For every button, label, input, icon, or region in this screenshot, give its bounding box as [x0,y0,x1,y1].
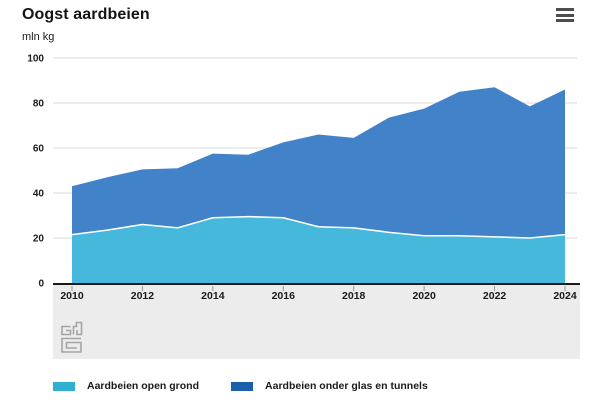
cbs-logo-icon [61,321,83,353]
area-open-grond [72,216,565,283]
y-axis-unit-label: mln kg [22,31,55,43]
y-axis-tick-label: 100 [27,54,44,65]
stacked-area-chart: 0 20 40 60 80 100 2010 2012 2014 2016 2018 2020 2022… [27,54,580,359]
x-axis-tick-label: 2024 [553,290,577,302]
series-separator-line [71,215,566,239]
x-axis-tick-label: 2016 [272,290,296,302]
y-axis-tick-label: 40 [33,189,45,200]
legend-item-open-grond[interactable]: Aardbeien open grond [53,380,199,392]
y-axis-tick-label: 60 [33,144,45,155]
legend-swatch-icon [53,381,75,391]
y-axis-tick-label: 80 [33,99,45,110]
x-axis-band [53,285,580,359]
y-axis-tick-label: 0 [38,279,44,290]
legend-label: Aardbeien onder glas en tunnels [265,380,428,392]
legend-swatch-icon [231,381,254,391]
x-axis-tick-label: 2020 [412,290,436,302]
chart-legend: Aardbeien open grond Aardbeien onder glas… [53,380,460,392]
legend-item-onder-glas[interactable]: Aardbeien onder glas en tunnels [231,380,428,392]
x-axis-tick-label: 2018 [342,290,366,302]
chart-menu-button[interactable] [556,8,576,24]
x-axis-tick-label: 2012 [131,290,155,302]
x-axis-tick-label: 2014 [201,290,225,302]
y-axis-tick-label: 20 [33,234,45,245]
x-axis-tick-label: 2010 [60,290,84,302]
x-axis-tick-label: 2022 [483,290,507,302]
hamburger-menu-icon [556,8,576,22]
legend-label: Aardbeien open grond [87,380,200,392]
chart-title: Oogst aardbeien [22,6,150,23]
